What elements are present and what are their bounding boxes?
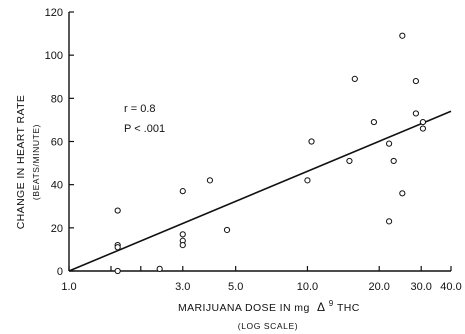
data-point <box>351 75 358 83</box>
data-point <box>114 207 121 214</box>
x-axis-title-group: MARIJUANA DOSE IN mg Δ 9 THC (LOG SCALE) <box>178 297 360 331</box>
y-axis-title: CHANGE IN HEART RATE <box>15 95 27 230</box>
data-point <box>346 157 353 165</box>
data-point <box>412 77 419 85</box>
x-tick-label: 1.0 <box>61 281 76 293</box>
x-axis-title-text: MARIJUANA DOSE IN mg <box>178 302 310 314</box>
x-tick-label: 40.0 <box>440 281 461 293</box>
x-axis-subtitle: (LOG SCALE) <box>238 321 298 331</box>
y-tick-label: 100 <box>45 50 63 62</box>
y-tick-label: 120 <box>45 7 63 19</box>
data-point <box>308 138 315 145</box>
data-point <box>385 140 393 147</box>
data-point <box>419 118 427 126</box>
data-points <box>114 32 427 275</box>
data-point <box>385 218 393 225</box>
data-point <box>412 110 419 117</box>
superscript-nine: 9 <box>329 299 334 308</box>
delta-symbol: Δ <box>317 300 325 314</box>
data-point <box>399 190 406 197</box>
y-tick-label: 40 <box>51 180 63 192</box>
x-tick-label: 3.0 <box>175 281 190 293</box>
correlation-annotation: r = 0.8 <box>124 103 156 115</box>
y-tick-label: 80 <box>51 93 63 105</box>
y-axis-title-group: CHANGE IN HEART RATE (BEATS/MINUTE) <box>15 95 41 230</box>
axes <box>68 12 451 272</box>
x-ticks: 1.0 3.0 5.0 10.0 20.0 30.0 40.0 <box>61 266 462 293</box>
data-point <box>156 265 163 272</box>
data-point <box>223 226 231 234</box>
y-tick-label: 20 <box>51 223 63 235</box>
data-point <box>370 118 378 126</box>
x-tick-label: 30.0 <box>410 281 431 293</box>
x-tick-label: 20.0 <box>369 281 390 293</box>
data-point <box>390 157 397 165</box>
regression-line <box>68 110 452 272</box>
data-point <box>419 125 427 132</box>
data-point <box>399 32 406 39</box>
data-point <box>179 188 186 195</box>
x-tick-label: 10.0 <box>297 281 318 293</box>
y-axis-subtitle: (BEATS/MINUTE) <box>31 124 41 200</box>
data-point <box>206 177 214 184</box>
data-point <box>179 231 186 238</box>
data-point <box>114 267 121 275</box>
data-point <box>114 244 121 251</box>
y-tick-label: 0 <box>57 266 63 278</box>
x-tick-label: 5.0 <box>228 281 243 293</box>
x-axis-title: MARIJUANA DOSE IN mg Δ 9 THC <box>178 297 360 314</box>
p-value-annotation: P < .001 <box>124 123 165 135</box>
y-tick-label: 60 <box>51 137 63 149</box>
thc-label: THC <box>337 302 360 314</box>
data-point <box>304 177 311 184</box>
data-point <box>179 242 186 249</box>
